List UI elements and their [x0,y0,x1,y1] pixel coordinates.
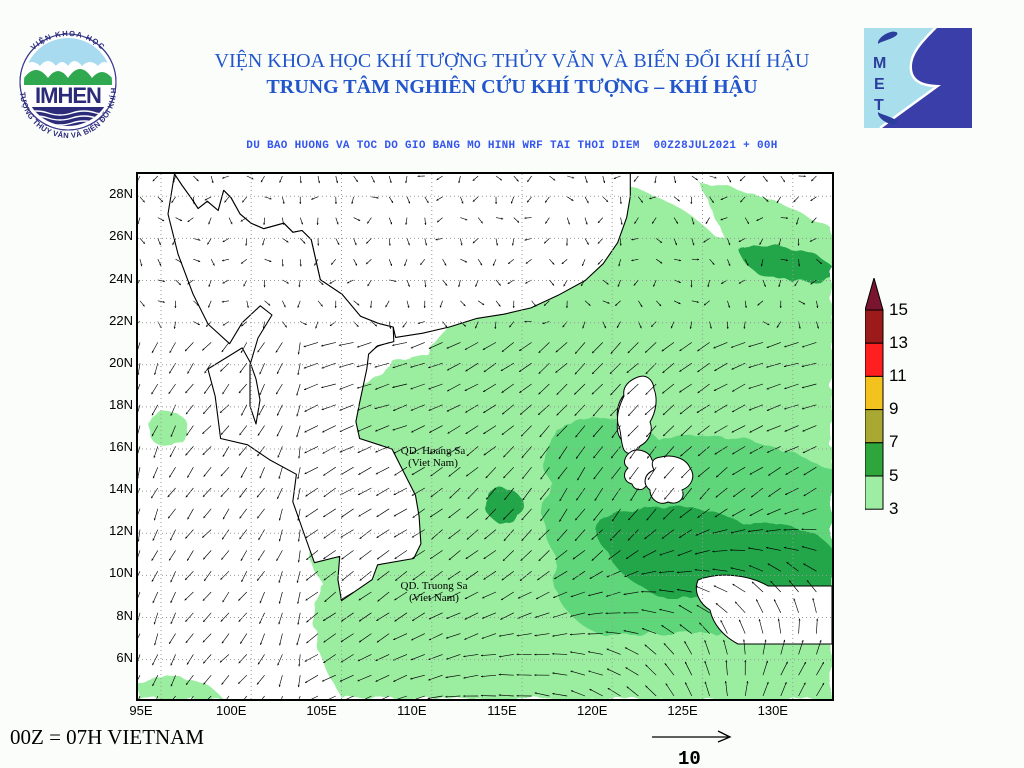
svg-text:3: 3 [889,499,898,518]
svg-text:T: T [874,97,884,114]
svg-text:7: 7 [889,432,898,451]
svg-text:10: 10 [678,748,701,768]
svg-text:9: 9 [889,399,898,418]
svg-text:15: 15 [889,300,908,319]
svg-text:5: 5 [889,466,898,485]
svg-text:13: 13 [889,333,908,352]
svg-text:11: 11 [889,366,907,385]
